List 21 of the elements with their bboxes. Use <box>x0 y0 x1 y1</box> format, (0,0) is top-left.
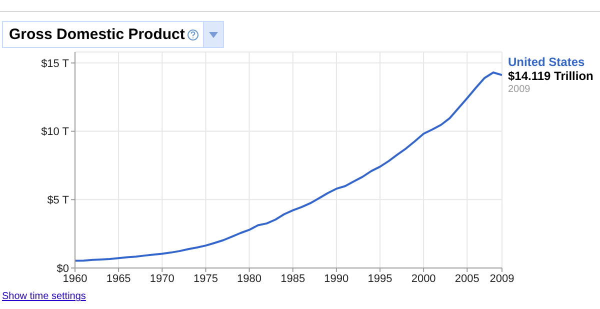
x-tick-label: 2000 <box>411 272 436 285</box>
x-tick-label: 1995 <box>368 272 392 285</box>
x-tick-label: 1985 <box>280 272 306 285</box>
series-label: United States <box>508 55 586 69</box>
x-tick-label: 1965 <box>106 272 131 285</box>
text: Show time settings <box>2 291 86 302</box>
x-tick-label: 1975 <box>193 272 218 285</box>
y-tick-label: $5 T <box>47 194 70 207</box>
x-tick-label: 2005 <box>454 272 480 285</box>
y-tick-label: $0 <box>56 262 69 275</box>
x-tick-label: 1970 <box>150 272 174 285</box>
y-tick-label: $15 T <box>41 58 70 70</box>
x-tick-label: 1980 <box>237 272 262 285</box>
line-series <box>75 72 502 262</box>
text: 2009 <box>508 83 532 97</box>
x-tick-label: 1990 <box>324 272 349 285</box>
x-tick-label: 1960 <box>62 272 88 285</box>
x-tick-label: 2009 <box>490 272 514 285</box>
text: $14.119 Trillion <box>508 69 594 83</box>
chart-title: Gross Domestic Product <box>8 26 185 43</box>
y-tick-label: $10 T <box>41 126 70 138</box>
